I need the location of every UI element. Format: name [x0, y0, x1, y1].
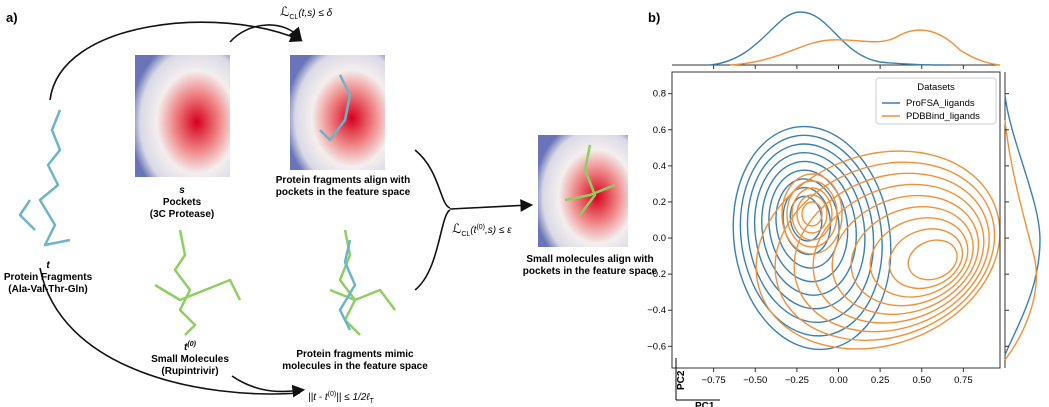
contour-line [774, 161, 996, 342]
arrow [414, 209, 451, 291]
arrow [449, 199, 534, 212]
arrow [231, 375, 306, 398]
contour-line [869, 217, 969, 298]
x-tick-label: −0.75 [702, 375, 726, 386]
symbol: t(0) [184, 341, 197, 353]
legend-label: PDBBind_ligands [906, 111, 980, 122]
contour-line [781, 173, 843, 255]
contour-line [786, 180, 838, 248]
contour-line [907, 239, 958, 281]
marginal-density [709, 11, 951, 66]
y-axis-label: PC2 [676, 370, 687, 390]
symbol: t [46, 260, 50, 271]
contour-line [796, 194, 828, 234]
contour-line [753, 152, 866, 310]
contour-line [732, 125, 892, 351]
loss-formula: ℒCL(t(0),s) ≤ ε [452, 221, 512, 238]
label: Small Molecules [151, 354, 229, 365]
label: Protein fragments mimic [296, 349, 414, 360]
pocket-image [538, 135, 628, 247]
marginal-density [1004, 94, 1041, 356]
molecule [18, 74, 616, 336]
marginal-density [1004, 119, 1037, 361]
plot-frame [671, 71, 1001, 369]
y-tick-label: 0.2 [653, 197, 666, 208]
y-tick-label: 0.0 [653, 233, 666, 244]
label: Pockets [163, 197, 202, 208]
label: (3C Protease) [150, 209, 214, 220]
label: pockets in the feature space [276, 187, 411, 198]
label: Small molecules align with [526, 254, 653, 265]
x-axis-label: PC1 [695, 401, 715, 407]
label: molecules in the feature space [282, 361, 428, 372]
arrow [414, 149, 451, 209]
bound-formula: ||t - t(0)|| ≤ 1/2ℓT [308, 391, 375, 405]
y-tick-label: 0.8 [653, 89, 666, 100]
x-tick-label: −0.25 [785, 375, 809, 386]
x-tick-label: 0.25 [871, 375, 890, 386]
legend-label: ProFSA_ligands [906, 98, 975, 109]
y-tick-label: 0.4 [653, 161, 666, 172]
contour-line [755, 150, 1001, 350]
label: (Rupintrivir) [161, 366, 218, 377]
panel-label: b) [648, 10, 660, 25]
y-tick-label: 0.6 [653, 125, 666, 136]
arrow [39, 267, 301, 395]
contour-line [812, 183, 985, 324]
x-tick-label: 0.00 [829, 375, 848, 386]
contour-line [850, 205, 974, 307]
x-tick-label: 0.50 [912, 375, 931, 386]
arrow [229, 24, 303, 43]
label: (Ala-Val-Thr-Gln) [8, 284, 87, 295]
symbol: s [179, 185, 185, 196]
contour-line [793, 172, 990, 333]
panel-label: a) [6, 10, 18, 25]
arrow [49, 21, 303, 101]
contours [732, 125, 1001, 351]
y-tick-label: −0.6 [647, 341, 666, 352]
contour-line [791, 187, 833, 241]
y-tick-label: −0.2 [647, 269, 666, 280]
label: Protein fragments align with [276, 175, 410, 186]
plot: −0.75 −0.50 −0.25 0.00 0.25 0.50 0.75 −0.6 −0.4 −… [647, 11, 1041, 407]
x-tick-label: −0.50 [743, 375, 767, 386]
loss-formula: ℒCL(t,s) ≤ δ [280, 4, 333, 21]
contour-line [888, 228, 964, 290]
marginal-density [729, 29, 1001, 66]
y-tick-label: −0.4 [647, 305, 666, 316]
label: Protein Fragments [4, 272, 93, 283]
contour-line [801, 201, 823, 227]
contour-line [739, 134, 883, 337]
pocket-image [290, 55, 385, 170]
pocket-image [135, 55, 230, 177]
label: pockets in the feature space [523, 266, 658, 277]
x-tick-label: 0.75 [954, 375, 973, 386]
contour-line [775, 178, 840, 269]
legend-box [875, 77, 997, 125]
contour-line [831, 194, 980, 316]
legend-title: Datasets [917, 82, 955, 93]
